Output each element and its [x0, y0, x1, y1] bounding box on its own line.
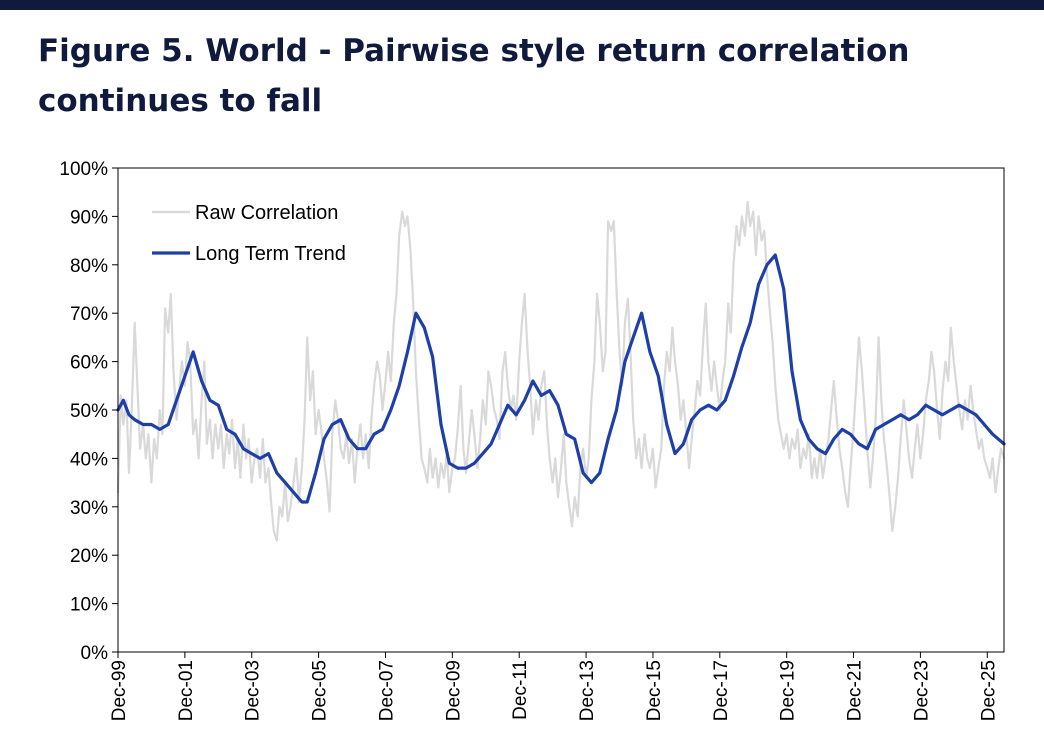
y-tick-label: 70%: [70, 304, 108, 325]
y-tick-label: 40%: [70, 449, 108, 470]
legend-label: Long Term Trend: [195, 243, 346, 265]
x-tick-label: Dec-19: [778, 660, 799, 721]
x-tick-label: Dec-09: [443, 660, 464, 721]
x-tick-label: Dec-01: [176, 660, 197, 721]
y-tick-label: 20%: [70, 546, 108, 567]
y-tick-label: 0%: [81, 643, 109, 664]
x-tick-label: Dec-03: [243, 660, 264, 721]
figure-title: Figure 5. World - Pairwise style return …: [38, 33, 910, 119]
x-tick-label: Dec-21: [845, 660, 866, 721]
x-tick-label: Dec-17: [711, 660, 732, 721]
y-tick-label: 80%: [70, 256, 108, 277]
legend-label: Raw Correlation: [195, 202, 338, 224]
line-chart: 0% 10% 20% 30% 40% 50% 60% 70% 80% 90% 100% Dec-99 D…: [59, 159, 1006, 721]
x-tick-label: Dec-25: [978, 660, 999, 721]
y-tick-label: 100%: [59, 159, 108, 180]
legend: Raw Correlation Long Term Trend: [152, 202, 346, 265]
axes: 0% 10% 20% 30% 40% 50% 60% 70% 80% 90% 100% Dec-99 D…: [59, 159, 999, 721]
raw-correlation-line: [116, 200, 1006, 542]
x-tick-label: Dec-23: [911, 660, 932, 721]
x-tick-label: Dec-15: [644, 660, 665, 721]
top-accent-bar: [0, 0, 1044, 10]
x-tick-label: Dec-13: [577, 660, 598, 721]
y-tick-label: 50%: [70, 401, 108, 422]
y-tick-label: 10%: [70, 595, 108, 616]
x-tick-label: Dec-05: [310, 660, 331, 721]
y-tick-label: 60%: [70, 353, 108, 374]
long-term-trend-line: [116, 253, 1006, 504]
x-tick-label: Dec-99: [109, 660, 130, 721]
x-tick-label: Dec-07: [376, 660, 397, 721]
x-tick-label: Dec-11: [510, 660, 531, 720]
chart-lines: [116, 200, 1006, 542]
y-tick-label: 90%: [70, 207, 108, 228]
y-tick-label: 30%: [70, 498, 108, 519]
